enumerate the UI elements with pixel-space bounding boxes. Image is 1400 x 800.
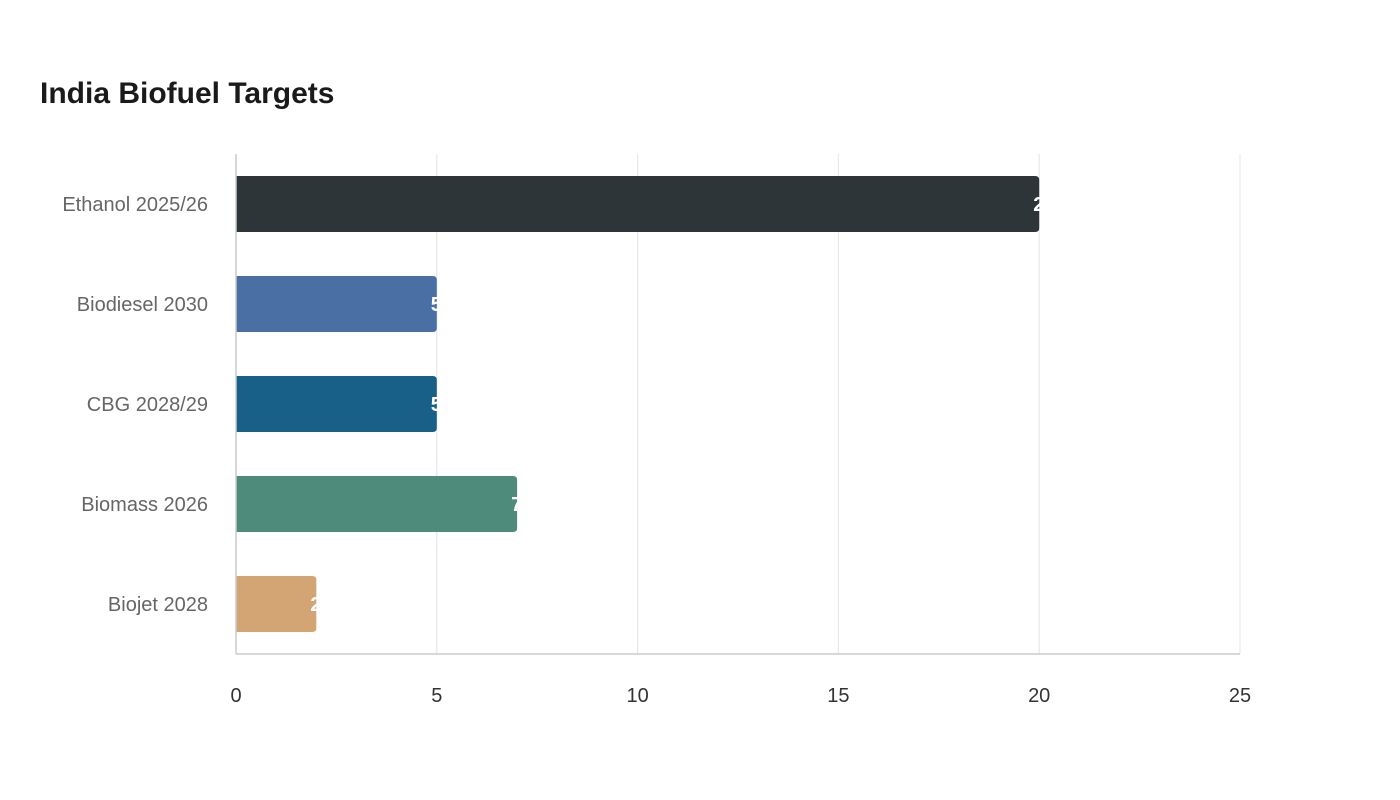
bar-biodiesel-2030 bbox=[236, 276, 437, 332]
bar-value-label: 5 bbox=[431, 394, 442, 416]
bar-ethanol-2025-26 bbox=[236, 176, 1040, 232]
bar-cbg-2028-29 bbox=[236, 376, 437, 432]
x-tick-label: 0 bbox=[230, 685, 241, 707]
category-label: CBG 2028/29 bbox=[87, 394, 208, 416]
category-label: Ethanol 2025/26 bbox=[62, 194, 208, 216]
x-tick-label: 25 bbox=[1229, 685, 1251, 707]
bar-value-label: 5 bbox=[431, 294, 442, 316]
bar-biomass-2026 bbox=[236, 476, 518, 532]
chart-title: India Biofuel Targets bbox=[40, 77, 335, 110]
bar-biojet-2028 bbox=[236, 576, 317, 632]
x-tick-label: 10 bbox=[626, 685, 648, 707]
grid-lines bbox=[436, 154, 1241, 654]
bars bbox=[236, 176, 1040, 632]
tick-labels: 0 5 10 15 20 25 bbox=[230, 685, 1251, 707]
x-tick-label: 20 bbox=[1028, 685, 1050, 707]
axes bbox=[235, 154, 1240, 655]
data-labels: 20 5 5 7 2 bbox=[310, 194, 1055, 616]
category-label: Biomass 2026 bbox=[81, 494, 208, 516]
category-labels: Ethanol 2025/26 Biodiesel 2030 CBG 2028/29… bbox=[62, 194, 208, 616]
category-label: Biodiesel 2030 bbox=[77, 294, 208, 316]
x-tick-label: 15 bbox=[827, 685, 849, 707]
x-tick-label: 5 bbox=[431, 685, 442, 707]
bar-value-label: 7 bbox=[511, 494, 522, 516]
bar-value-label: 2 bbox=[310, 594, 321, 616]
bar-value-label: 20 bbox=[1033, 194, 1055, 216]
category-label: Biojet 2028 bbox=[108, 594, 208, 616]
